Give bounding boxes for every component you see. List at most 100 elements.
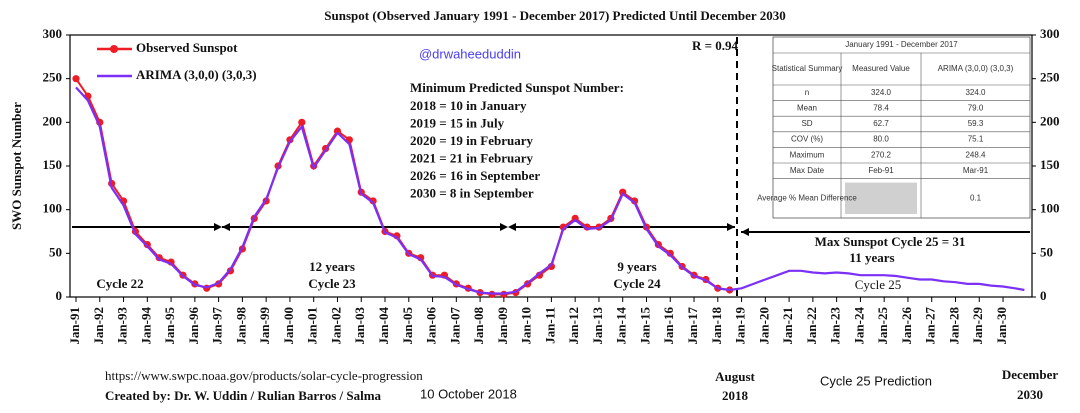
- y-axis-label: SWO Sunspot Number: [9, 102, 24, 230]
- x-tick-label: Jan-97: [210, 307, 225, 345]
- legend-marker: [110, 45, 118, 53]
- table-cell: 78.4: [873, 104, 889, 113]
- table-cell: 324.0: [871, 88, 892, 97]
- x-tick-label: Jan-03: [352, 307, 367, 345]
- table-cell: n: [805, 88, 809, 97]
- x-tick-label: Jan-11: [542, 307, 557, 344]
- y-tick-label: 0: [56, 288, 63, 303]
- start-label: August: [715, 369, 755, 384]
- x-tick-label: Jan-09: [495, 307, 510, 345]
- start-label: 2018: [722, 388, 749, 403]
- x-tick-label: Jan-07: [447, 307, 462, 345]
- y-tick-label: 100: [43, 201, 63, 216]
- watermark: @drwaheeduddin: [419, 46, 521, 61]
- x-tick-label: Jan-91: [67, 307, 82, 345]
- x-tick-label: Jan-16: [661, 307, 676, 345]
- table-header: Measured Value: [852, 64, 910, 73]
- x-tick-label: Jan-93: [115, 307, 130, 345]
- table-cell: SD: [801, 119, 812, 128]
- table-cell: 0.1: [970, 193, 982, 202]
- end-label: December: [1002, 367, 1059, 382]
- cycle-arrows: [72, 226, 1030, 233]
- x-tick-label: Jan-20: [756, 307, 771, 345]
- prediction-label: Cycle 25 Prediction: [820, 373, 932, 388]
- y-tick-label: 150: [43, 157, 63, 172]
- x-tick-label: Jan-10: [519, 307, 534, 345]
- data-point: [143, 241, 151, 249]
- x-tick-label: Jan-94: [138, 307, 153, 345]
- table-cell: 80.0: [873, 135, 889, 144]
- x-tick-label: Jan-96: [186, 307, 201, 345]
- table-cell: Average % Mean Difference: [757, 193, 857, 202]
- data-point: [666, 249, 674, 257]
- x-tick-label: Jan-21: [780, 307, 795, 345]
- y2-tick-label: 200: [1040, 113, 1060, 128]
- x-tick-label: Jan-13: [590, 307, 605, 345]
- cycle-label: Cycle 22: [96, 276, 143, 291]
- x-tick-label: Jan-15: [637, 307, 652, 345]
- data-point: [298, 118, 306, 126]
- minimum-line: 2030 = 8 in September: [410, 185, 534, 200]
- y2-tick-label: 250: [1040, 70, 1060, 85]
- data-point: [72, 75, 80, 83]
- table-header: Statistical Summary: [772, 64, 843, 73]
- x-tick-label: Jan-22: [804, 307, 819, 345]
- x-tick-label: Jan-04: [376, 307, 391, 345]
- x-tick-label: Jan-17: [685, 307, 700, 345]
- table-title: January 1991 - December 2017: [845, 40, 958, 49]
- table-cell: 75.1: [968, 135, 984, 144]
- y-tick-label: 50: [49, 244, 62, 259]
- minimum-line: 2021 = 21 in February: [410, 150, 533, 165]
- y-tick-label: 200: [43, 113, 63, 128]
- x-tick-label: Jan-26: [899, 307, 914, 345]
- x-tick-label: Jan-98: [233, 307, 248, 345]
- x-tick-label: Jan-05: [400, 307, 415, 345]
- table-cell: 62.7: [873, 119, 889, 128]
- data-point: [333, 127, 342, 135]
- table-cell: Maximum: [790, 150, 825, 159]
- table-cell: Feb-91: [868, 166, 894, 175]
- summary-table: January 1991 - December 2017 Statistical …: [757, 36, 1031, 219]
- minimum-title: Minimum Predicted Sunspot Number:: [410, 80, 624, 95]
- cycle-label: Cycle 25: [855, 277, 902, 292]
- table-header: ARIMA (3,0,0) (3,0,3): [938, 64, 1014, 73]
- cycle-label: 12 years: [309, 259, 355, 274]
- x-tick-label: Jan-12: [566, 307, 581, 345]
- x-tick-label: Jan-23: [828, 307, 843, 345]
- y2-tick-label: 300: [1040, 26, 1060, 41]
- source-url: https://www.swpc.noaa.gov/products/solar…: [105, 368, 423, 383]
- x-tick-label: Jan-24: [851, 307, 866, 345]
- table-cell: 270.2: [871, 150, 892, 159]
- minimum-line: 2026 = 16 in September: [410, 168, 540, 183]
- x-tick-label: Jan-95: [162, 307, 177, 345]
- series-line: [75, 86, 1025, 295]
- x-tick-label: Jan-92: [91, 307, 106, 345]
- table-cell: 248.4: [965, 150, 986, 159]
- minimum-line: 2019 = 15 in July: [410, 115, 505, 130]
- x-tick-label: Jan-00: [281, 307, 296, 345]
- minimum-line: 2018 = 10 in January: [410, 98, 527, 113]
- minimum-line: 2020 = 19 in February: [410, 133, 533, 148]
- cycle-label: Cycle 24: [613, 276, 661, 291]
- table-cell: COV (%): [791, 135, 823, 144]
- cycle-label: Max Sunspot Cycle 25 = 31: [815, 234, 966, 249]
- x-tick-label: Jan-29: [970, 307, 985, 345]
- y2-tick-label: 100: [1040, 201, 1060, 216]
- table-cell: Mar-91: [963, 166, 989, 175]
- legend-label: Observed Sunspot: [136, 40, 238, 55]
- table-cell: Mean: [797, 104, 817, 113]
- x-tick-label: Jan-02: [328, 307, 343, 345]
- table-cell: Max Date: [790, 166, 825, 175]
- x-tick-label: Jan-25: [875, 307, 890, 345]
- credit: Created by: Dr. W. Uddin / Rulian Barros…: [105, 388, 382, 403]
- x-tick-label: Jan-30: [994, 307, 1009, 345]
- x-tick-label: Jan-19: [733, 307, 748, 345]
- table-cell: 59.3: [968, 119, 984, 128]
- date: 10 October 2018: [420, 386, 517, 401]
- x-tick-label: Jan-08: [471, 307, 486, 345]
- x-tick-label: Jan-28: [946, 307, 961, 345]
- x-tick-label: Jan-27: [923, 307, 938, 345]
- end-label: 2030: [1017, 387, 1043, 402]
- x-tick-label: Jan-18: [709, 307, 724, 345]
